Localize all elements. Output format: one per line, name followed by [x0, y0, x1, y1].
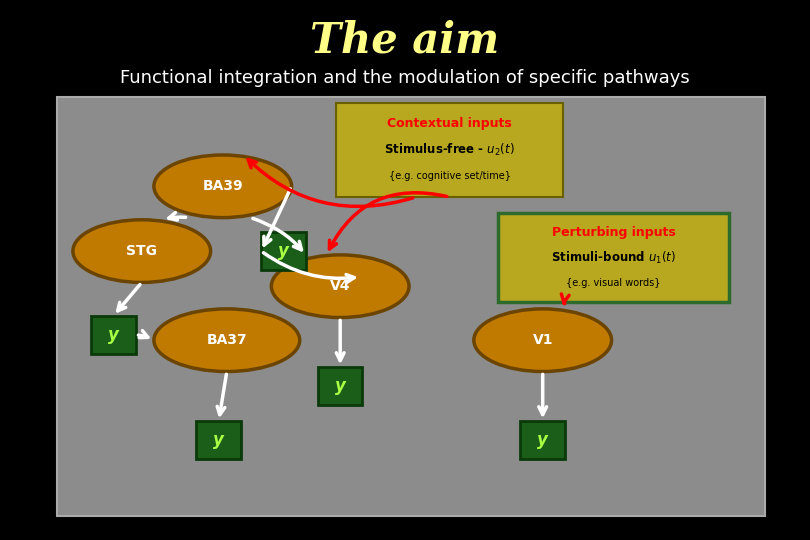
- Text: y: y: [213, 431, 224, 449]
- Text: y: y: [335, 377, 346, 395]
- Text: V4: V4: [330, 279, 351, 293]
- Text: {e.g. visual words}: {e.g. visual words}: [566, 278, 661, 288]
- Text: y: y: [278, 242, 289, 260]
- Text: Stimuli-bound $u_1(t)$: Stimuli-bound $u_1(t)$: [551, 250, 676, 266]
- FancyBboxPatch shape: [521, 421, 565, 459]
- Ellipse shape: [271, 255, 409, 318]
- Text: y: y: [108, 326, 119, 344]
- Text: V1: V1: [532, 333, 553, 347]
- FancyBboxPatch shape: [92, 316, 136, 354]
- Text: Functional integration and the modulation of specific pathways: Functional integration and the modulatio…: [120, 69, 690, 87]
- Text: Contextual inputs: Contextual inputs: [387, 117, 512, 130]
- Text: BA39: BA39: [202, 179, 243, 193]
- FancyBboxPatch shape: [318, 367, 362, 405]
- Text: y: y: [537, 431, 548, 449]
- Text: Stimulus-free - $u_2(t)$: Stimulus-free - $u_2(t)$: [384, 142, 515, 158]
- Ellipse shape: [73, 220, 211, 282]
- FancyBboxPatch shape: [498, 213, 729, 302]
- FancyBboxPatch shape: [197, 421, 241, 459]
- FancyBboxPatch shape: [57, 97, 765, 516]
- Text: {e.g. cognitive set/time}: {e.g. cognitive set/time}: [389, 171, 510, 181]
- Ellipse shape: [154, 309, 300, 372]
- Text: BA37: BA37: [207, 333, 247, 347]
- Ellipse shape: [474, 309, 612, 372]
- Ellipse shape: [154, 155, 292, 218]
- Text: Perturbing inputs: Perturbing inputs: [552, 226, 676, 239]
- FancyBboxPatch shape: [336, 103, 563, 197]
- FancyBboxPatch shape: [261, 232, 305, 270]
- Text: The aim: The aim: [310, 19, 500, 62]
- Text: STG: STG: [126, 244, 157, 258]
